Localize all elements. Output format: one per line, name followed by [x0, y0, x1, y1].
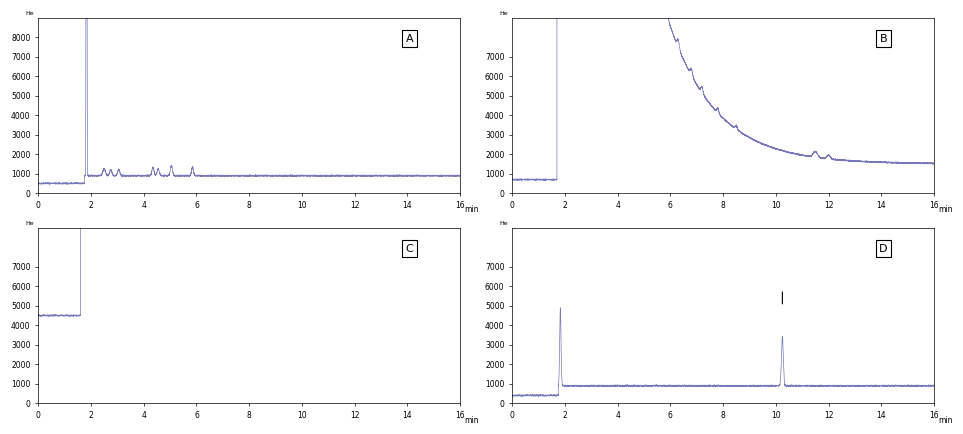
Text: He: He: [25, 221, 34, 226]
Text: C: C: [405, 244, 413, 254]
Text: min: min: [938, 205, 952, 214]
Text: He: He: [499, 11, 508, 16]
Text: min: min: [464, 415, 479, 424]
Text: A: A: [405, 34, 413, 44]
Text: min: min: [938, 415, 952, 424]
Text: He: He: [499, 221, 508, 226]
Text: He: He: [25, 11, 34, 16]
Text: B: B: [879, 34, 887, 44]
Text: min: min: [464, 205, 479, 214]
Text: D: D: [879, 244, 888, 254]
